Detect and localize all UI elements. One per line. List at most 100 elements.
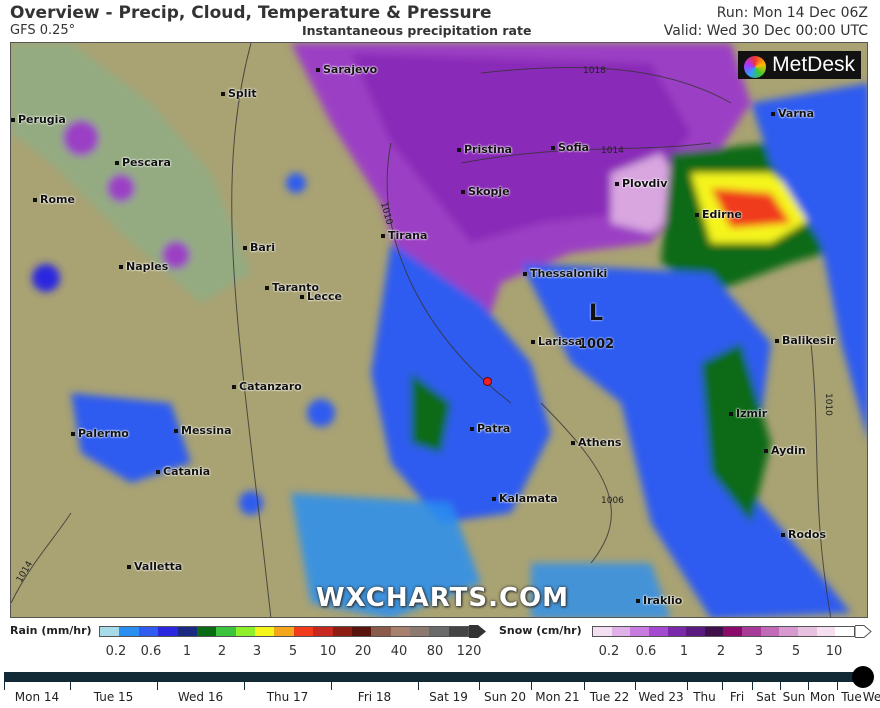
timeline-day-8[interactable]: Tue 22 <box>589 690 630 704</box>
model-label: GFS 0.25° <box>10 23 76 38</box>
location-marker[interactable] <box>483 377 492 386</box>
city-label: Athens <box>571 436 621 449</box>
city-label: Skopje <box>461 185 510 198</box>
rain-legend-tick: 120 <box>456 644 482 659</box>
timeline-day-9[interactable]: Wed 23 <box>638 690 684 704</box>
isobar-label: 1014 <box>601 146 624 156</box>
weather-map[interactable]: 1018 1014 1010 1006 1010 1014 L 1002 Sar… <box>10 42 868 618</box>
timeline-tick <box>531 682 532 690</box>
timeline-day-6[interactable]: Sun 20 <box>484 690 526 704</box>
colorbar-swatch <box>138 627 159 636</box>
timeline-day-12[interactable]: Sat <box>756 690 776 704</box>
timeline-track[interactable] <box>4 672 862 682</box>
city-label: Valletta <box>127 560 182 573</box>
colorbar-swatch <box>196 627 217 636</box>
colorbar-swatch <box>390 627 410 636</box>
colorbar-swatch <box>235 627 255 636</box>
city-label: Sarajevo <box>316 63 377 76</box>
city-label: Tirana <box>381 229 427 242</box>
parameter-subtitle: Instantaneous precipitation rate <box>302 23 532 38</box>
colorbar-swatch <box>835 627 854 636</box>
city-label: Iraklio <box>636 594 682 607</box>
timeline-tick <box>331 682 332 690</box>
city-label: Kalamata <box>492 492 558 505</box>
city-label: Messina <box>174 424 232 437</box>
colorbar-swatch <box>686 627 705 636</box>
timeline-day-0[interactable]: Mon 14 <box>14 690 60 704</box>
snow-legend-label: Snow (cm/hr) <box>499 624 582 637</box>
city-label: Perugia <box>11 113 66 126</box>
city-label: Catania <box>156 465 210 478</box>
timeline-tick <box>157 682 158 690</box>
rain-legend-tick: 2 <box>217 644 227 659</box>
timeline-day-16[interactable]: We <box>862 690 880 704</box>
timeline-day-1[interactable]: Tue 15 <box>93 690 134 704</box>
isobar-label: 1006 <box>601 496 624 506</box>
timeline-tick <box>479 682 480 690</box>
timeline-day-5[interactable]: Sat 19 <box>429 690 468 704</box>
valid-time-label: Valid: Wed 30 Dec 00:00 UTC <box>663 23 868 39</box>
timeline-day-10[interactable]: Thu <box>693 690 716 704</box>
rain-legend-tick: 0.2 <box>105 644 127 659</box>
timeline-day-14[interactable]: Mon <box>809 690 836 704</box>
city-label: Balikesir <box>775 334 836 347</box>
snow-legend-tick: 10 <box>825 644 843 659</box>
colorbar-swatch <box>216 627 236 636</box>
city-label: Naples <box>119 260 168 273</box>
timeline-day-2[interactable]: Wed 16 <box>177 690 224 704</box>
colorbar-swatch <box>332 627 352 636</box>
timeline-day-13[interactable]: Sun <box>782 690 806 704</box>
rain-colorbar <box>99 626 469 637</box>
colorbar-swatch <box>704 627 724 636</box>
timeline-tick <box>752 682 753 690</box>
city-label: Edirne <box>695 208 742 221</box>
rain-legend-tick: 0.6 <box>140 644 162 659</box>
snow-legend-tick: 2 <box>716 644 726 659</box>
timeline-tick <box>687 682 688 690</box>
timeline-day-7[interactable]: Mon 21 <box>535 690 580 704</box>
timeline-tick <box>418 682 419 690</box>
timeline-tick <box>635 682 636 690</box>
colorbar-swatch <box>816 627 836 636</box>
city-label: Rodos <box>781 528 826 541</box>
city-label: Palermo <box>71 427 129 440</box>
isobar-label: 1018 <box>583 66 606 76</box>
colorbar-swatch <box>593 627 612 636</box>
low-pressure-marker: L <box>589 301 604 326</box>
logo-text: MetDesk <box>772 53 855 76</box>
city-label: Lecce <box>300 290 342 303</box>
colorbar-swatch <box>351 627 372 636</box>
timeline-slider-handle[interactable] <box>852 666 874 688</box>
city-label: Thessaloniki <box>523 267 607 280</box>
watermark: WXCHARTS.COM <box>316 583 570 613</box>
colorbar-swatch <box>293 627 314 636</box>
rain-legend-tick: 80 <box>426 644 444 659</box>
timeline-day-4[interactable]: Fri 18 <box>357 690 392 704</box>
rain-legend-label: Rain (mm/hr) <box>10 624 92 637</box>
snow-legend-tick: 3 <box>754 644 764 659</box>
precip-layer: 1018 1014 1010 1006 1010 1014 <box>11 43 867 617</box>
snow-legend-tick: 1 <box>679 644 689 659</box>
city-label: Pristina <box>457 143 512 156</box>
rain-legend-tick: 3 <box>252 644 262 659</box>
colorbar-swatch <box>255 627 275 636</box>
chart-title: Overview - Precip, Cloud, Temperature & … <box>10 3 492 23</box>
colorbar-swatch <box>798 627 817 636</box>
snow-legend-tick: 0.6 <box>635 644 657 659</box>
snow-legend-tick: 5 <box>791 644 801 659</box>
timeline-tick <box>584 682 585 690</box>
colorbar-swatch <box>448 627 469 636</box>
timeline-day-11[interactable]: Fri <box>729 690 745 704</box>
isobar-label: 1014 <box>15 559 35 584</box>
timeline-day-3[interactable]: Thu 17 <box>266 690 309 704</box>
isobar-label: 1010 <box>823 393 833 416</box>
timeline-tick <box>70 682 71 690</box>
colorbar-swatch <box>630 627 649 636</box>
colorbar-swatch <box>158 627 178 636</box>
timeline-tick <box>4 682 5 690</box>
rain-legend-tick: 1 <box>182 644 192 659</box>
timeline-day-15[interactable]: Tue <box>841 690 862 704</box>
colorbar-swatch <box>274 627 294 636</box>
colorbar-arrow-icon <box>469 625 486 638</box>
timeline-tick <box>244 682 245 690</box>
